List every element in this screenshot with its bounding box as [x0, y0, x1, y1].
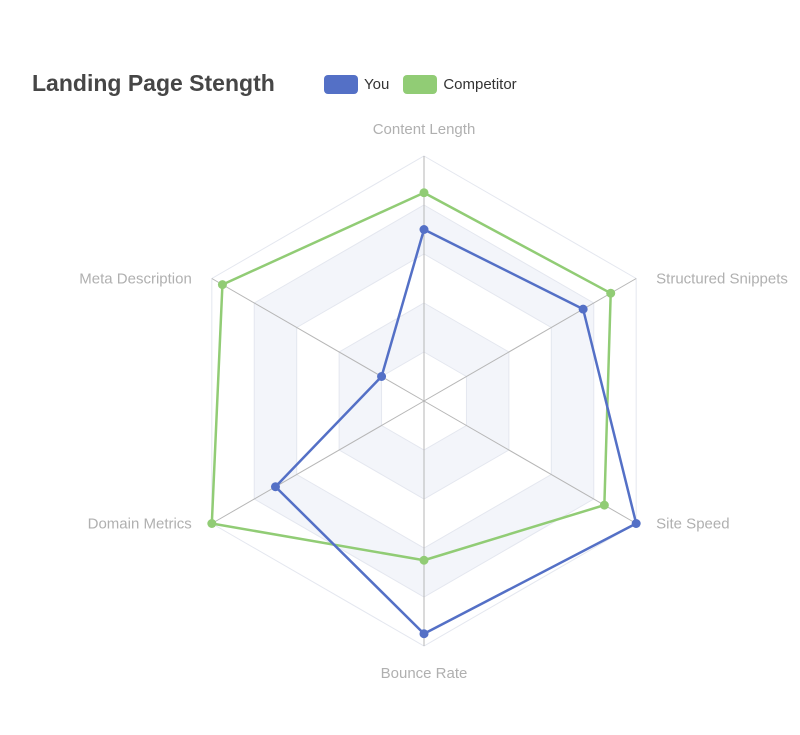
legend-item-you[interactable]: You — [324, 75, 389, 94]
chart-title: Landing Page Stength — [32, 70, 275, 96]
data-point-competitor[interactable] — [419, 188, 429, 198]
radar-axis-labels: Content Length Structured Snippets Site Sp… — [79, 121, 788, 682]
data-point-competitor[interactable] — [207, 519, 217, 528]
data-point-you[interactable] — [419, 629, 429, 639]
axis-label-bounce-rate: Bounce Rate — [381, 665, 468, 682]
data-point-you[interactable] — [419, 225, 429, 234]
data-point-competitor[interactable] — [419, 555, 429, 565]
axis-label-structured-snippets: Structured Snippets — [656, 271, 788, 288]
axis-line — [211, 278, 425, 402]
split-area — [339, 303, 509, 499]
axis-label-meta-description: Meta Description — [79, 271, 192, 288]
axis-label-content-length: Content Length — [373, 121, 476, 138]
legend-swatch-competitor — [403, 75, 438, 94]
legend-label-competitor: Competitor — [443, 76, 517, 93]
data-point-you[interactable] — [578, 304, 588, 314]
legend-item-competitor[interactable]: Competitor — [403, 75, 517, 94]
data-point-you[interactable] — [631, 519, 641, 528]
axis-label-site-speed: Site Speed — [656, 516, 729, 533]
legend-label-you: You — [364, 76, 390, 93]
data-point-competitor[interactable] — [606, 288, 616, 298]
radar-series — [207, 188, 641, 639]
legend-swatch-you — [324, 75, 358, 94]
data-point-you[interactable] — [377, 372, 387, 381]
axis-line — [423, 278, 637, 402]
legend: You Competitor — [324, 75, 531, 94]
axis-label-domain-metrics: Domain Metrics — [88, 516, 192, 533]
data-point-competitor[interactable] — [217, 280, 227, 290]
axis-line — [211, 400, 425, 524]
data-point-competitor[interactable] — [599, 500, 609, 510]
data-point-you[interactable] — [270, 482, 280, 492]
